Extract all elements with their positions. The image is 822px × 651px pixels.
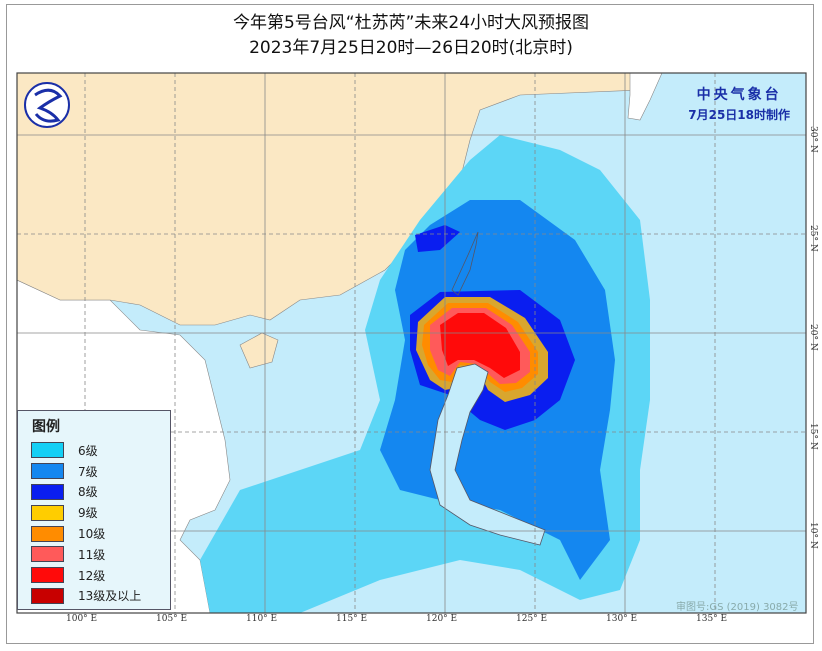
wind-zone-8-north [415, 225, 460, 252]
lon-label: 135° E [696, 614, 728, 624]
hainan-island [239, 332, 279, 369]
legend-label: 13级及以上 [78, 589, 142, 604]
legend-swatch [31, 567, 64, 584]
lon-label: 105° E [156, 614, 188, 624]
legend: 图例 6级 7级 8级 9级 10级 11级 12级 13级及以上 [17, 410, 171, 610]
lon-label: 130° E [606, 614, 638, 624]
legend-item: 8级 [31, 482, 170, 503]
legend-item: 10级 [31, 523, 170, 544]
lon-label: 115° E [336, 614, 368, 624]
philippines-outline [429, 363, 546, 546]
legend-title: 图例 [32, 419, 60, 435]
map-subtitle: 2023年7月25日20时—26日20时(北京时) [249, 38, 573, 58]
legend-label: 8级 [78, 485, 98, 500]
lat-label: 15° N [808, 423, 818, 450]
lat-label: 10° N [808, 522, 818, 549]
lat-label: 30° N [808, 126, 818, 153]
legend-item: 13级及以上 [31, 586, 170, 607]
figure-frame [6, 4, 814, 644]
production-time: 7月25日18时制作 [688, 108, 790, 122]
legend-swatch [31, 442, 64, 459]
lon-label: 120° E [426, 614, 458, 624]
lon-label: 110° E [246, 614, 278, 624]
legend-item: 11级 [31, 544, 170, 565]
legend-swatch [31, 525, 64, 542]
lat-label: 25° N [808, 225, 818, 252]
legend-item: 7级 [31, 461, 170, 482]
cma-logo [24, 82, 70, 128]
lat-label: 20° N [808, 324, 818, 351]
legend-label: 6级 [78, 443, 98, 458]
legend-label: 11级 [78, 547, 106, 562]
graticule [17, 73, 806, 613]
lon-label: 100° E [66, 614, 98, 624]
map-approval-number: 审图号:GS (2019) 3082号 [676, 602, 799, 613]
legend-label: 7级 [78, 464, 98, 479]
legend-label: 12级 [78, 568, 106, 583]
legend-swatch [31, 587, 64, 604]
map-title: 今年第5号台风“杜苏芮”未来24小时大风预报图 [232, 13, 590, 33]
agency-name: 中央气象台 [696, 87, 782, 103]
map-border [16, 72, 807, 614]
wind-zone-12 [440, 313, 520, 378]
legend-swatch [31, 463, 64, 480]
legend-label: 10级 [78, 527, 106, 542]
japan-land [627, 73, 663, 121]
legend-swatch [31, 504, 64, 521]
lon-label: 125° E [516, 614, 548, 624]
legend-item: 6级 [31, 440, 170, 461]
taiwan-island [451, 231, 479, 296]
legend-label: 9级 [78, 506, 98, 521]
china-land [17, 73, 661, 326]
legend-item: 12级 [31, 565, 170, 586]
legend-swatch [31, 546, 64, 563]
legend-swatch [31, 483, 64, 500]
agency-stamp: 中央气象台 7月25日18时制作 [688, 84, 790, 123]
legend-item: 9级 [31, 502, 170, 523]
